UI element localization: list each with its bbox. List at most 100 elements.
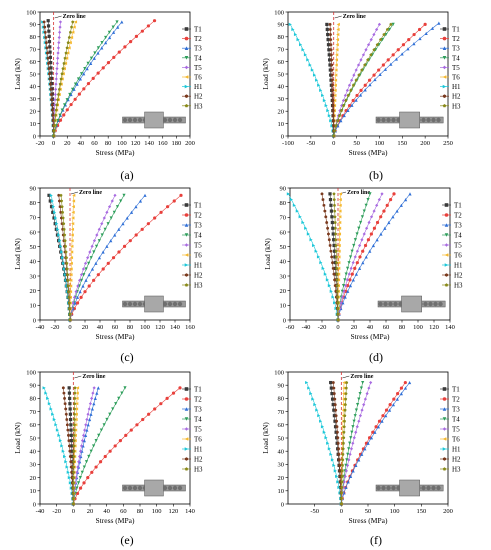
data-point bbox=[73, 391, 77, 395]
data-point bbox=[330, 220, 334, 225]
data-point bbox=[73, 396, 77, 400]
y-tick-label: 60 bbox=[278, 59, 285, 66]
x-tick-label: -40 bbox=[302, 324, 311, 331]
data-point bbox=[336, 22, 340, 26]
data-point bbox=[330, 124, 334, 128]
data-point bbox=[388, 198, 393, 202]
data-point bbox=[329, 289, 333, 293]
x-axis-label: Stress (MPa) bbox=[96, 516, 135, 525]
data-point bbox=[350, 430, 354, 434]
data-point bbox=[375, 27, 379, 32]
beam-schematic-node bbox=[127, 301, 133, 307]
data-point bbox=[328, 243, 332, 248]
data-point bbox=[140, 29, 144, 33]
data-point bbox=[350, 272, 354, 276]
data-point bbox=[47, 29, 51, 33]
beam-schematic-node bbox=[436, 117, 441, 123]
data-point bbox=[358, 392, 362, 396]
beam-schematic-block bbox=[144, 479, 164, 497]
legend-label: H2 bbox=[452, 93, 461, 101]
data-point bbox=[331, 232, 335, 236]
data-point bbox=[346, 480, 350, 484]
data-point bbox=[286, 192, 290, 196]
legend-label: T5 bbox=[454, 242, 462, 250]
y-tick-label: 80 bbox=[30, 200, 37, 207]
beam-schematic-node bbox=[137, 301, 143, 307]
legend-marker bbox=[184, 407, 189, 411]
data-point bbox=[90, 396, 94, 400]
legend-marker bbox=[184, 417, 189, 421]
legend-marker bbox=[442, 65, 447, 70]
legend-item-t3: T3 bbox=[182, 406, 202, 414]
legend-label: T1 bbox=[194, 202, 202, 210]
data-point bbox=[65, 108, 69, 112]
y-tick-label: 20 bbox=[30, 475, 37, 482]
y-tick-label: 40 bbox=[30, 449, 37, 456]
data-point bbox=[62, 267, 66, 271]
data-point bbox=[342, 289, 346, 293]
beam-schematic-node bbox=[177, 485, 183, 491]
legend-label: H1 bbox=[454, 262, 463, 270]
data-point bbox=[326, 109, 330, 113]
data-point bbox=[69, 428, 73, 432]
data-point bbox=[70, 250, 74, 254]
legend-item-t3: T3 bbox=[182, 45, 202, 53]
legend-item-h1: H1 bbox=[442, 262, 463, 270]
data-point bbox=[81, 433, 86, 437]
data-point bbox=[312, 243, 316, 248]
data-point bbox=[353, 414, 357, 418]
legend-label: T2 bbox=[194, 35, 202, 43]
y-tick-label: 0 bbox=[281, 501, 284, 508]
data-point bbox=[68, 312, 72, 316]
legend-item-t2: T2 bbox=[182, 35, 202, 43]
data-point bbox=[392, 192, 396, 196]
data-point bbox=[350, 78, 354, 82]
data-point bbox=[77, 454, 82, 459]
data-point bbox=[103, 454, 107, 459]
data-point bbox=[329, 380, 333, 385]
data-point bbox=[72, 465, 76, 469]
data-point bbox=[75, 391, 79, 395]
data-point bbox=[332, 124, 335, 128]
data-point bbox=[334, 414, 338, 418]
data-point bbox=[331, 261, 334, 265]
data-point bbox=[52, 417, 56, 422]
data-point bbox=[330, 392, 334, 396]
data-point bbox=[330, 78, 334, 82]
data-point bbox=[367, 220, 371, 225]
data-point bbox=[334, 243, 338, 247]
data-point bbox=[333, 78, 338, 82]
legend-marker bbox=[184, 203, 189, 207]
data-point bbox=[296, 38, 300, 42]
data-point bbox=[292, 203, 296, 207]
data-point bbox=[47, 402, 52, 406]
data-point bbox=[334, 255, 338, 259]
data-point bbox=[423, 22, 427, 26]
data-point bbox=[90, 407, 95, 411]
data-point bbox=[92, 386, 96, 390]
data-point bbox=[68, 412, 72, 416]
series-t3 bbox=[336, 192, 412, 322]
data-point bbox=[335, 419, 338, 423]
data-point bbox=[68, 481, 73, 485]
data-point bbox=[371, 430, 375, 434]
y-tick-label: 50 bbox=[30, 435, 37, 442]
data-point bbox=[337, 272, 341, 276]
data-point bbox=[336, 27, 340, 32]
legend-label: T5 bbox=[194, 242, 202, 250]
legend-item-h3: H3 bbox=[440, 102, 461, 110]
data-point bbox=[336, 318, 340, 322]
data-point bbox=[314, 249, 318, 253]
data-point bbox=[58, 239, 62, 243]
data-point bbox=[52, 216, 56, 220]
data-point bbox=[128, 40, 133, 44]
data-point bbox=[72, 193, 76, 197]
data-point bbox=[389, 62, 393, 66]
data-point bbox=[49, 407, 53, 411]
data-point bbox=[337, 114, 341, 117]
data-point bbox=[100, 233, 104, 237]
legend-marker bbox=[184, 437, 189, 441]
data-point bbox=[363, 447, 367, 451]
data-point bbox=[327, 238, 331, 242]
